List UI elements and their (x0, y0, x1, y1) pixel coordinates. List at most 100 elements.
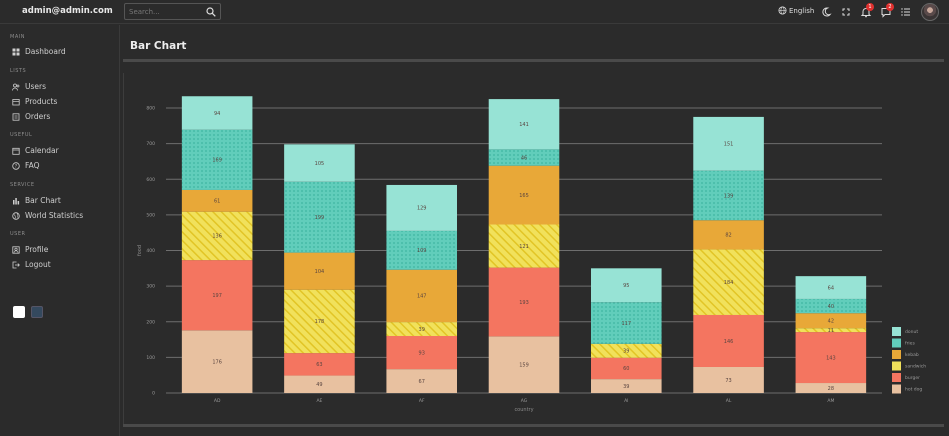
bar-segment[interactable] (590, 357, 662, 380)
bar-segment[interactable] (488, 165, 560, 225)
bar-value-label: 42 (828, 318, 834, 324)
section-title-user: USER (10, 231, 26, 237)
bar-segment[interactable] (284, 375, 355, 393)
bar-segment[interactable] (488, 99, 560, 150)
bar-segment[interactable] (488, 267, 560, 337)
bar-segment[interactable] (693, 249, 764, 315)
user-avatar[interactable] (921, 3, 939, 21)
bar-segment[interactable] (181, 330, 253, 393)
divider (123, 59, 944, 62)
sidebar-item-users[interactable]: Users (12, 82, 46, 91)
bar-segment[interactable] (693, 170, 764, 221)
bar-value-label: 67 (419, 379, 425, 385)
sidebar-item-label: World Statistics (25, 211, 84, 220)
bar-segment[interactable] (386, 184, 458, 231)
x-tick-label: AD (214, 398, 221, 404)
bar-value-label: 39 (623, 384, 629, 390)
bar-value-label: 49 (316, 382, 322, 388)
page-title: Bar Chart (130, 40, 187, 52)
bar-segment[interactable] (590, 343, 662, 358)
bar-segment[interactable] (284, 353, 355, 376)
x-tick-label: AL (726, 398, 732, 404)
sidebar-item-orders[interactable]: Orders (12, 112, 50, 121)
y-tick-label: 400 (146, 248, 155, 254)
bar-segment[interactable] (284, 289, 355, 354)
bar-segment[interactable] (590, 302, 662, 344)
bar-segment[interactable] (488, 224, 560, 268)
bar-value-label: 129 (417, 206, 427, 212)
x-tick-label: AI (624, 398, 628, 404)
bar-value-label: 46 (521, 155, 527, 161)
fullscreen-icon[interactable] (840, 6, 852, 18)
legend-swatch[interactable] (892, 350, 901, 359)
bar-segment[interactable] (795, 332, 867, 384)
sidebar-item-label: Bar Chart (25, 196, 61, 205)
bar-segment[interactable] (284, 181, 355, 253)
light-theme-swatch[interactable] (13, 306, 25, 318)
bar-segment[interactable] (284, 144, 355, 182)
bar-segment[interactable] (693, 116, 764, 171)
sidebar-item-calendar[interactable]: Calendar (12, 146, 59, 155)
language-selector[interactable]: English (778, 6, 814, 15)
y-tick-label: 800 (146, 106, 155, 112)
legend-label[interactable]: kebab (905, 352, 919, 358)
bar-segment[interactable] (693, 314, 764, 367)
bar-segment[interactable] (181, 189, 253, 212)
bar-value-label: 147 (417, 294, 427, 300)
bar-segment[interactable] (181, 129, 253, 190)
legend-label[interactable]: hot dog (905, 387, 922, 393)
list-icon[interactable] (900, 6, 912, 18)
bar-value-label: 28 (828, 386, 834, 392)
bar-segment[interactable] (795, 383, 867, 393)
bar-segment[interactable] (488, 149, 560, 166)
legend-swatch[interactable] (892, 373, 901, 382)
section-title-main: MAIN (10, 34, 25, 40)
legend-swatch[interactable] (892, 384, 901, 394)
search-input[interactable] (129, 6, 205, 18)
legend-label[interactable]: fries (905, 341, 915, 347)
bar-segment[interactable] (795, 328, 867, 333)
sidebar-item-profile[interactable]: Profile (12, 245, 48, 254)
search-box[interactable] (124, 3, 221, 20)
bar-segment[interactable] (590, 379, 662, 393)
bar-segment[interactable] (386, 269, 458, 323)
bar-segment[interactable] (386, 322, 458, 336)
legend-swatch[interactable] (892, 338, 901, 348)
bar-value-label: 39 (419, 327, 425, 333)
dark-theme-swatch[interactable] (31, 306, 43, 318)
legend-label[interactable]: sandwich (905, 364, 926, 370)
sidebar-item-dashboard[interactable]: Dashboard (12, 47, 66, 56)
y-tick-label: 600 (146, 177, 155, 183)
legend-label[interactable]: donut (905, 329, 918, 335)
sidebar-item-logout[interactable]: Logout (12, 260, 51, 269)
search-icon[interactable] (206, 7, 216, 17)
sidebar-item-products[interactable]: Products (12, 97, 57, 106)
bar-segment[interactable] (488, 336, 560, 393)
bar-segment[interactable] (181, 96, 253, 130)
bar-segment[interactable] (386, 369, 458, 393)
bar-segment[interactable] (181, 260, 253, 331)
bar-value-label: 60 (623, 366, 629, 372)
bar-value-label: 197 (212, 293, 222, 299)
legend-swatch[interactable] (892, 361, 901, 371)
y-axis-title: food (137, 245, 143, 256)
bar-segment[interactable] (693, 220, 764, 250)
dark-mode-icon[interactable] (820, 6, 832, 18)
brand-logo[interactable]: admin@admin.com (22, 6, 113, 16)
bar-segment[interactable] (284, 252, 355, 290)
sidebar-item-faq[interactable]: ? FAQ (12, 161, 40, 170)
bar-value-label: 139 (724, 193, 734, 199)
sidebar-item-bar-chart[interactable]: Bar Chart (12, 196, 61, 205)
bar-segment[interactable] (795, 276, 867, 299)
bar-segment[interactable] (386, 336, 458, 370)
bar-segment[interactable] (181, 211, 253, 261)
bar-segment[interactable] (386, 230, 458, 270)
bar-segment[interactable] (693, 366, 764, 393)
bar-segment[interactable] (795, 298, 867, 314)
sidebar-item-world-statistics[interactable]: World Statistics (12, 211, 83, 220)
legend-label[interactable]: burger (905, 375, 920, 381)
sidebar-item-label: Profile (25, 245, 49, 254)
bar-segment[interactable] (590, 268, 662, 303)
bar-segment[interactable] (795, 313, 867, 329)
legend-swatch[interactable] (892, 327, 901, 336)
